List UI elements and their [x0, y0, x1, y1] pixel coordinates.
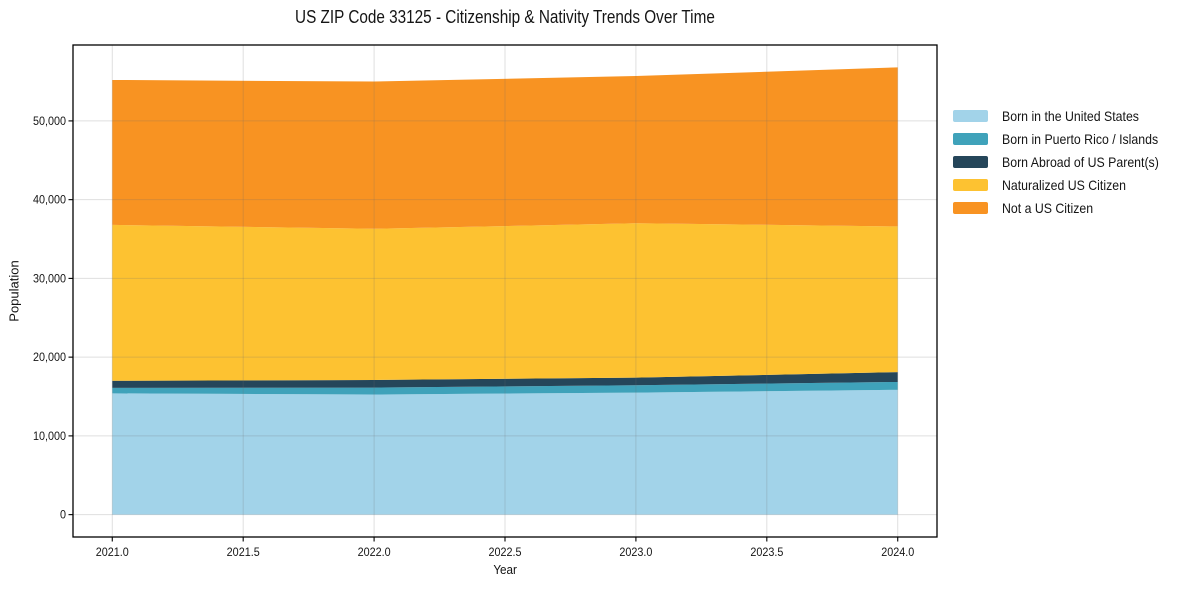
x-axis-label: Year [493, 562, 517, 577]
y-tick-label: 10,000 [33, 430, 66, 443]
x-tick-label: 2022.0 [358, 547, 391, 560]
legend-item-3: Naturalized US Citizen [953, 173, 1180, 196]
legend-swatch-icon [953, 155, 988, 168]
legend-item-1: Born in Puerto Rico / Islands [953, 127, 1180, 150]
y-tick-label: 50,000 [33, 115, 66, 128]
legend-label: Born Abroad of US Parent(s) [1002, 153, 1159, 170]
y-axis-label: Population [6, 260, 22, 322]
chart-title: US ZIP Code 33125 - Citizenship & Nativi… [73, 7, 937, 28]
legend-label: Not a US Citizen [1002, 199, 1094, 216]
legend-item-0: Born in the United States [953, 104, 1180, 127]
x-tick-label: 2024.0 [881, 547, 914, 560]
legend-item-4: Not a US Citizen [953, 196, 1180, 219]
area-series-0 [112, 389, 898, 515]
legend-swatch-icon [953, 132, 988, 145]
y-tick-label: 40,000 [33, 194, 66, 207]
legend-label: Naturalized US Citizen [1002, 176, 1126, 193]
x-tick-label: 2021.5 [227, 547, 260, 560]
y-tick-label: 0 [60, 509, 66, 522]
legend-item-2: Born Abroad of US Parent(s) [953, 150, 1180, 173]
legend-label: Born in the United States [1002, 107, 1139, 124]
legend-swatch-icon [953, 178, 988, 191]
legend: Born in the United States Born in Puerto … [953, 104, 1180, 219]
legend-label: Born in Puerto Rico / Islands [1002, 130, 1159, 147]
chart-title-text: US ZIP Code 33125 - Citizenship & Nativi… [295, 7, 715, 27]
x-tick-label: 2023.0 [619, 547, 652, 560]
legend-swatch-icon [953, 201, 988, 214]
area-series-4 [112, 67, 898, 229]
legend-swatch-icon [953, 109, 988, 122]
area-series-3 [112, 223, 898, 381]
x-tick-label: 2022.5 [488, 547, 521, 560]
x-tick-label: 2023.5 [750, 547, 783, 560]
y-tick-label: 30,000 [33, 273, 66, 286]
y-tick-label: 20,000 [33, 352, 66, 365]
x-tick-label: 2021.0 [96, 547, 129, 560]
area-series-2 [112, 372, 898, 388]
area-series-1 [112, 381, 898, 395]
